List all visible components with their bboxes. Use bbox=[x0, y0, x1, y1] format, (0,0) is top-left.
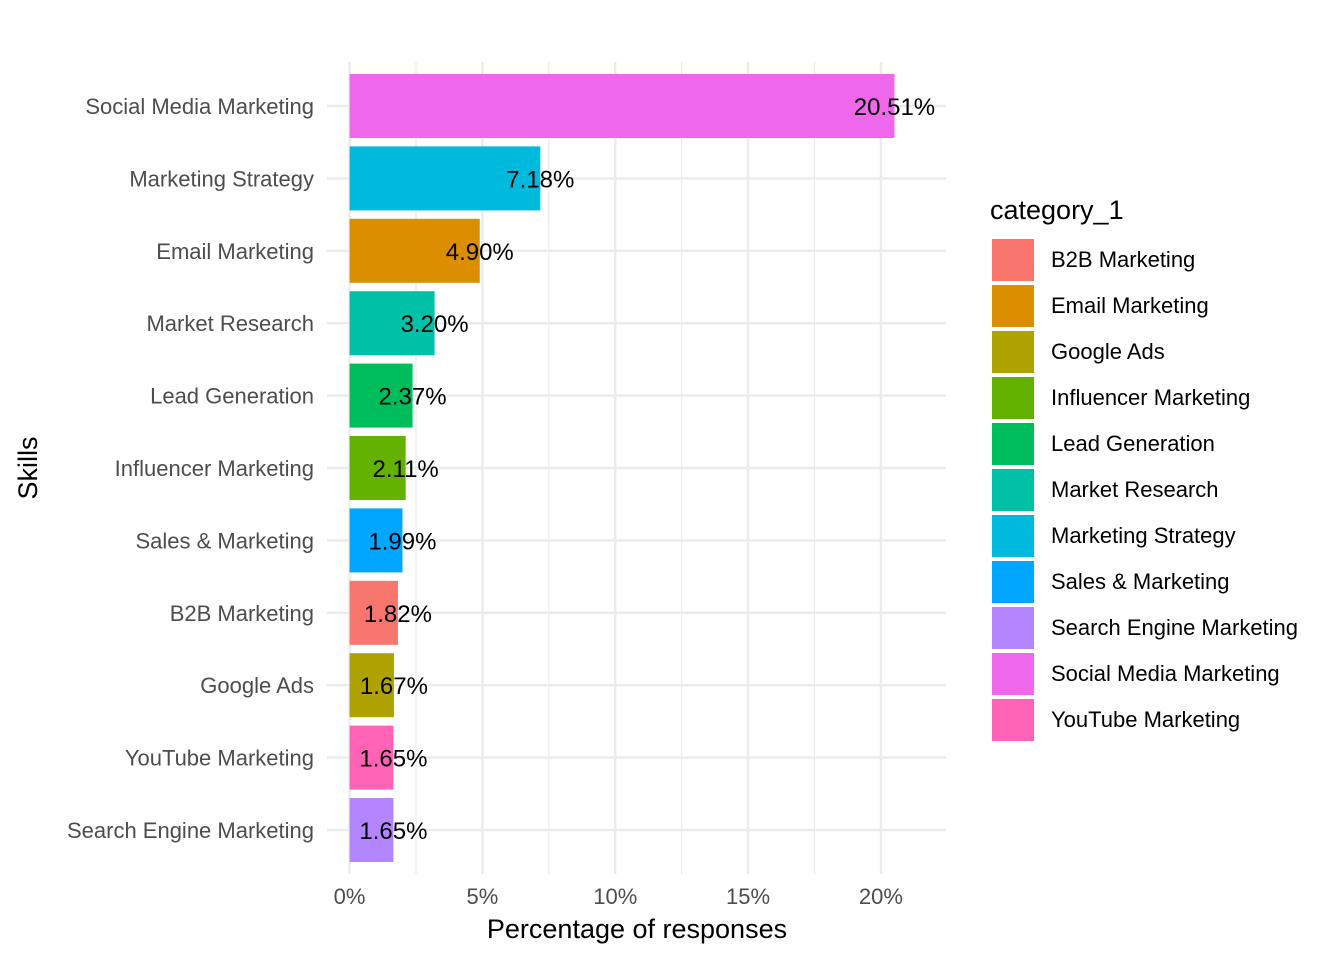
bar-value-label: 2.37% bbox=[379, 384, 447, 411]
y-tick-label: Google Ads bbox=[200, 673, 314, 698]
bar bbox=[349, 146, 541, 211]
legend-label: YouTube Marketing bbox=[1051, 707, 1240, 732]
y-tick-label: Marketing Strategy bbox=[129, 166, 314, 191]
y-tick-label: B2B Marketing bbox=[170, 601, 314, 626]
legend-label: B2B Marketing bbox=[1051, 247, 1195, 272]
legend: category_1 B2B Marketing Email Marketing G… bbox=[990, 195, 1298, 741]
x-tick-label: 5% bbox=[467, 884, 499, 909]
bar bbox=[349, 725, 394, 790]
bar bbox=[349, 363, 413, 428]
bar bbox=[349, 653, 394, 718]
legend-key bbox=[992, 561, 1034, 603]
legend-label: Sales & Marketing bbox=[1051, 569, 1230, 594]
legend-key bbox=[992, 377, 1034, 419]
legend-label: Social Media Marketing bbox=[1051, 661, 1280, 686]
bar bbox=[349, 580, 398, 645]
y-tick-label: Lead Generation bbox=[150, 384, 314, 409]
legend-key bbox=[992, 331, 1034, 373]
bar bbox=[349, 74, 895, 138]
y-tick-label: Search Engine Marketing bbox=[67, 818, 314, 843]
x-axis-ticks: 0% 5% 10% 15% 20% bbox=[334, 884, 903, 909]
x-axis-title: Percentage of responses bbox=[487, 914, 787, 944]
bar-value-label: 7.18% bbox=[506, 166, 574, 193]
legend-title: category_1 bbox=[990, 195, 1124, 225]
legend-key bbox=[992, 607, 1034, 649]
bar-value-label: 1.99% bbox=[368, 528, 436, 555]
y-tick-label: Email Marketing bbox=[156, 239, 314, 264]
x-tick-label: 15% bbox=[726, 884, 770, 909]
legend-label: Google Ads bbox=[1051, 339, 1165, 364]
data-labels: 20.51% 7.18% 4.90% 3.20% 2.37% 2.11% 1.99% 1.82… bbox=[359, 94, 935, 845]
bar bbox=[349, 218, 480, 283]
bar bbox=[349, 508, 403, 573]
bar-value-label: 1.67% bbox=[360, 673, 428, 700]
bar-value-label: 1.65% bbox=[359, 818, 427, 845]
y-tick-label: Social Media Marketing bbox=[85, 94, 314, 119]
legend-key bbox=[992, 515, 1034, 557]
legend-label: Market Research bbox=[1051, 477, 1219, 502]
bar-value-label: 2.11% bbox=[372, 456, 438, 483]
y-tick-label: YouTube Marketing bbox=[125, 746, 314, 771]
bar bbox=[349, 291, 435, 356]
bar-value-label: 4.90% bbox=[446, 239, 514, 266]
bars bbox=[349, 74, 895, 862]
legend-label: Email Marketing bbox=[1051, 293, 1209, 318]
legend-label: Lead Generation bbox=[1051, 431, 1215, 456]
bar bbox=[349, 436, 406, 500]
legend-key bbox=[992, 285, 1034, 327]
legend-label: Influencer Marketing bbox=[1051, 385, 1250, 410]
legend-label: Search Engine Marketing bbox=[1051, 615, 1298, 640]
bar-value-label: 20.51% bbox=[854, 94, 935, 121]
legend-key bbox=[992, 239, 1034, 281]
x-tick-label: 20% bbox=[859, 884, 903, 909]
bar-value-label: 1.82% bbox=[364, 601, 432, 628]
bar-value-label: 3.20% bbox=[401, 311, 469, 338]
legend-key bbox=[992, 469, 1034, 511]
bar bbox=[349, 798, 394, 862]
legend-key bbox=[992, 653, 1034, 695]
x-tick-label: 0% bbox=[334, 884, 366, 909]
y-axis-title: Skills bbox=[13, 436, 43, 499]
y-tick-label: Market Research bbox=[146, 311, 314, 336]
y-tick-label: Influencer Marketing bbox=[115, 456, 314, 481]
bar-value-label: 1.65% bbox=[359, 746, 427, 773]
legend-key bbox=[992, 423, 1034, 465]
y-axis-ticks: Social Media Marketing Marketing Strategy… bbox=[67, 94, 314, 843]
legend-label: Marketing Strategy bbox=[1051, 523, 1236, 548]
x-tick-label: 10% bbox=[593, 884, 637, 909]
legend-key bbox=[992, 699, 1034, 741]
y-tick-label: Sales & Marketing bbox=[135, 528, 314, 553]
